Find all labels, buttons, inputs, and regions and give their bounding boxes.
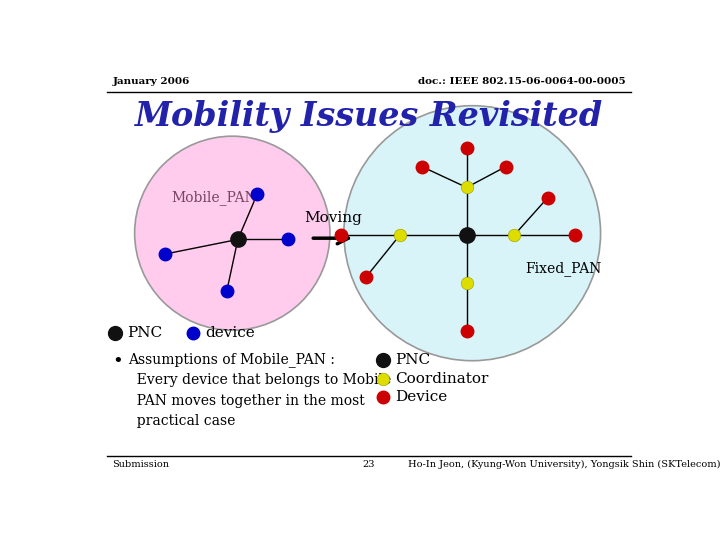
- Text: PNC: PNC: [127, 326, 163, 340]
- Text: •: •: [112, 352, 123, 370]
- Text: 23: 23: [363, 460, 375, 469]
- Text: Assumptions of Mobile_PAN :
  Every device that belongs to Mobile
  PAN moves to: Assumptions of Mobile_PAN : Every device…: [128, 352, 391, 428]
- Text: Mobile_PAN: Mobile_PAN: [171, 191, 256, 205]
- Ellipse shape: [135, 136, 330, 330]
- Text: Device: Device: [395, 390, 447, 404]
- Text: Submission: Submission: [112, 460, 169, 469]
- Text: Moving: Moving: [304, 211, 361, 225]
- Text: Ho-In Jeon, (Kyung-Won University), Yongsik Shin (SKTelecom): Ho-In Jeon, (Kyung-Won University), Yong…: [408, 460, 720, 469]
- Text: January 2006: January 2006: [112, 77, 189, 85]
- Text: doc.: IEEE 802.15-06-0064-00-0005: doc.: IEEE 802.15-06-0064-00-0005: [418, 77, 626, 85]
- Text: PNC: PNC: [395, 353, 431, 367]
- Text: device: device: [205, 326, 256, 340]
- Text: Coordinator: Coordinator: [395, 372, 489, 386]
- Text: Fixed_PAN: Fixed_PAN: [526, 261, 602, 276]
- Text: Mobility Issues Revisited: Mobility Issues Revisited: [135, 100, 603, 133]
- Ellipse shape: [344, 106, 600, 361]
